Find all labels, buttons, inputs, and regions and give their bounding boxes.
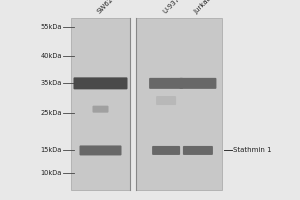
FancyBboxPatch shape [156, 96, 176, 105]
Bar [136, 18, 222, 190]
Text: Stathmin 1: Stathmin 1 [233, 147, 272, 153]
Text: 15kDa: 15kDa [40, 147, 62, 153]
Bar [130, 18, 136, 190]
Text: 55kDa: 55kDa [40, 24, 62, 30]
Text: SW620: SW620 [96, 0, 118, 15]
FancyBboxPatch shape [179, 78, 216, 89]
FancyBboxPatch shape [152, 146, 180, 155]
FancyBboxPatch shape [149, 78, 183, 89]
Text: 40kDa: 40kDa [40, 53, 62, 59]
Bar [71, 18, 130, 190]
FancyBboxPatch shape [80, 145, 122, 155]
Text: Jurkat: Jurkat [194, 0, 212, 15]
Text: 35kDa: 35kDa [40, 80, 62, 86]
Text: U-937: U-937 [162, 0, 181, 15]
Text: 25kDa: 25kDa [40, 110, 62, 116]
Text: 10kDa: 10kDa [40, 170, 62, 176]
FancyBboxPatch shape [92, 106, 109, 113]
FancyBboxPatch shape [74, 77, 128, 89]
FancyBboxPatch shape [183, 146, 213, 155]
